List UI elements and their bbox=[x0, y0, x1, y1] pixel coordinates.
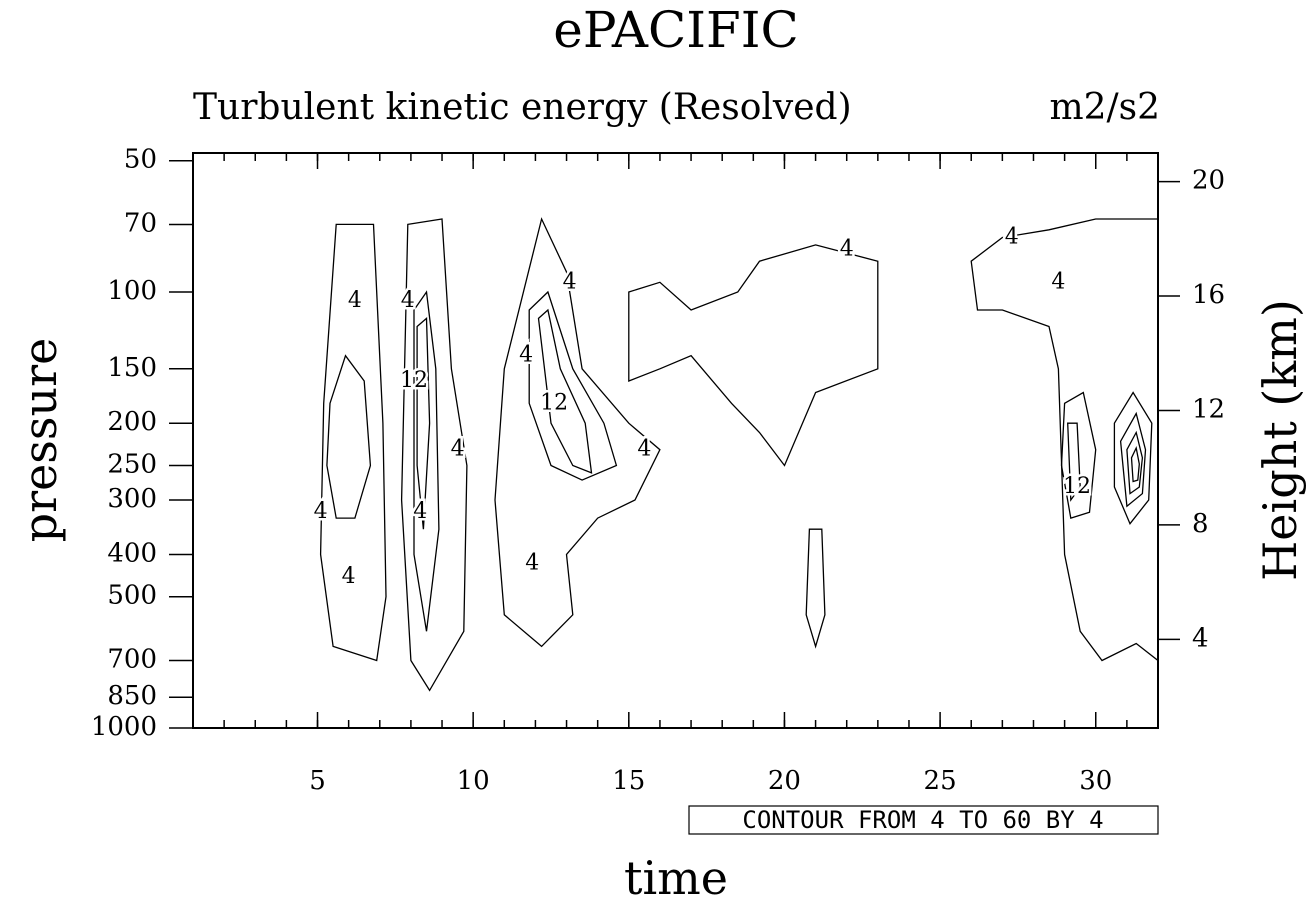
contour-line bbox=[528, 290, 618, 481]
contour-line bbox=[416, 317, 431, 530]
contour-line bbox=[1119, 411, 1147, 508]
contour-line bbox=[400, 218, 468, 692]
x-tick-label: 10 bbox=[457, 766, 490, 796]
contour-label: 4 bbox=[342, 564, 356, 589]
y2-tick-label: 20 bbox=[1192, 166, 1225, 196]
x-tick-label: 15 bbox=[612, 766, 645, 796]
y-tick-label: 100 bbox=[107, 276, 157, 306]
contour-label: 4 bbox=[1005, 225, 1019, 250]
y-tick-label: 70 bbox=[124, 208, 157, 238]
contour-label: 4 bbox=[348, 288, 362, 313]
y-tick-label: 500 bbox=[107, 581, 157, 611]
x-tick-label: 20 bbox=[768, 766, 801, 796]
y-axis-label: pressure bbox=[13, 338, 67, 543]
x-axis-label: time bbox=[624, 851, 728, 905]
y-tick-label: 200 bbox=[107, 407, 157, 437]
contour-label: 4 bbox=[563, 269, 577, 294]
contour-line bbox=[319, 223, 387, 662]
contour-label: 4 bbox=[1051, 269, 1065, 294]
contour-line bbox=[413, 290, 440, 632]
y2-axis-label: Height (km) bbox=[1253, 299, 1307, 581]
contour-line bbox=[805, 528, 826, 649]
y-tick-label: 250 bbox=[107, 449, 157, 479]
contour-line bbox=[1067, 422, 1081, 502]
contour-label: 4 bbox=[314, 499, 328, 524]
contour-line bbox=[1113, 391, 1153, 525]
contour-line bbox=[970, 218, 1159, 662]
contour-label: 12 bbox=[400, 368, 428, 393]
chart-title: ePACIFIC bbox=[553, 1, 798, 59]
y-tick-label: 700 bbox=[107, 644, 157, 674]
contour-line bbox=[326, 354, 372, 519]
contour-label: 4 bbox=[840, 237, 854, 262]
x-tick-label: 30 bbox=[1079, 766, 1112, 796]
contour-line bbox=[537, 308, 593, 474]
y2-tick-label: 12 bbox=[1192, 394, 1225, 424]
y-tick-label: 150 bbox=[107, 353, 157, 383]
y-tick-label: 50 bbox=[124, 145, 157, 175]
x-tick-label: 5 bbox=[309, 766, 326, 796]
contour-label: 4 bbox=[451, 437, 465, 462]
contour-line bbox=[1060, 391, 1097, 519]
y-tick-label: 850 bbox=[107, 681, 157, 711]
y-tick-label: 400 bbox=[107, 538, 157, 568]
y2-tick-label: 4 bbox=[1192, 623, 1209, 653]
contour-label: 4 bbox=[525, 551, 539, 576]
y-tick-label: 1000 bbox=[91, 712, 157, 742]
y-tick-label: 300 bbox=[107, 484, 157, 514]
contour-line bbox=[494, 217, 661, 648]
contour-label: 4 bbox=[519, 343, 533, 368]
annotation: CONTOUR FROM 4 TO 60 BY 4 bbox=[742, 806, 1103, 834]
chart-subtitle: Turbulent kinetic energy (Resolved) bbox=[193, 87, 852, 128]
annotation-box bbox=[688, 805, 1159, 835]
contour-label: 4 bbox=[637, 437, 651, 462]
x-tick-label: 25 bbox=[924, 766, 957, 796]
contour-label: 12 bbox=[1063, 474, 1091, 499]
contour-line bbox=[1126, 430, 1144, 495]
contour-label: 4 bbox=[413, 499, 427, 524]
contour-label: 12 bbox=[540, 390, 568, 415]
contour-label: 4 bbox=[401, 288, 415, 313]
y2-tick-label: 8 bbox=[1192, 509, 1209, 539]
contour-line bbox=[628, 244, 879, 467]
y2-tick-label: 16 bbox=[1192, 280, 1225, 310]
units: m2/s2 bbox=[1049, 87, 1160, 128]
contour-line bbox=[1130, 445, 1140, 483]
